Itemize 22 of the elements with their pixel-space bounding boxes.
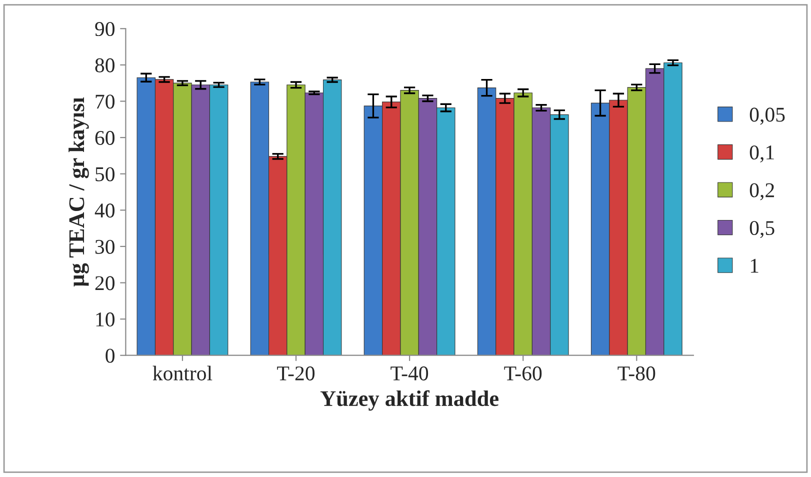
y-tick-label: 30 [95,240,114,254]
y-tick-label: 20 [95,276,114,290]
x-axis-title: Yüzey aktif madde [320,390,498,411]
x-tick-label: T-40 [390,366,428,380]
y-tick-label: 90 [95,22,114,36]
x-tick-label: kontrol [152,366,212,380]
legend-label: 0,05 [750,108,785,125]
y-tick-label: 80 [95,58,114,72]
y-tick-label: 0 [106,348,114,363]
legend-label: 0,2 [750,183,774,200]
y-tick-label: 70 [96,94,114,109]
y-axis-title: µg TEAC / gr kayısı [68,97,89,287]
legend-label: 0,5 [750,220,774,238]
x-tick-label: T-60 [504,366,542,380]
legend-label: 0,1 [750,145,774,162]
y-tick-label: 40 [94,204,114,218]
legend-label: 1 [750,258,758,273]
x-tick-label: T-80 [618,366,656,380]
y-tick-label: 10 [96,312,114,326]
y-tick-label: 60 [95,130,114,145]
x-tick-label: T-20 [277,366,315,380]
y-tick-label: 50 [96,167,114,182]
